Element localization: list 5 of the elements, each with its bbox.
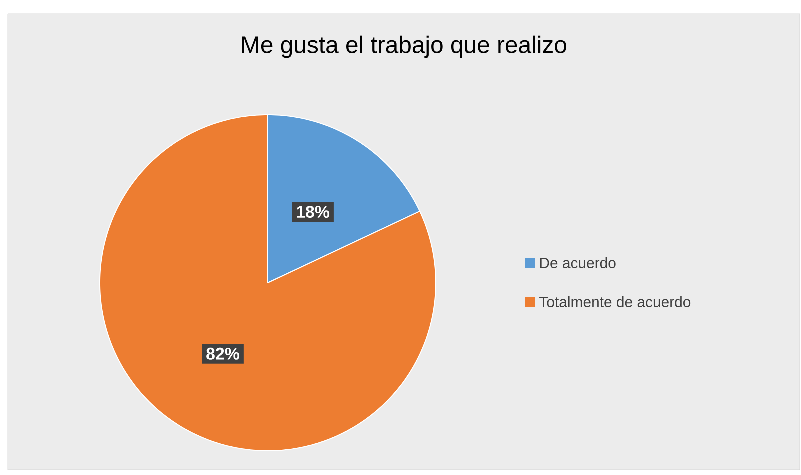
legend-label: De acuerdo bbox=[540, 258, 616, 268]
chart-title: Me gusta el trabajo que realizo bbox=[242, 36, 566, 58]
legend-label: Totalmente de acuerdo bbox=[540, 296, 691, 308]
data-label: 18% bbox=[297, 206, 330, 218]
data-label: 82% bbox=[206, 348, 240, 360]
